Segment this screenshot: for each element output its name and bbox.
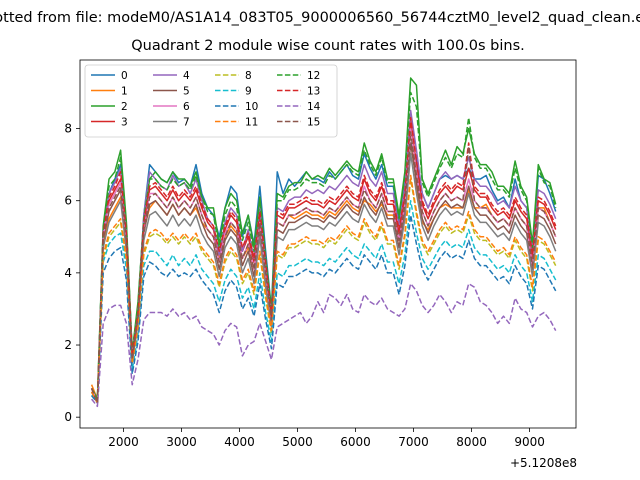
series-line-4: [90, 109, 557, 404]
x-offset-label: +5.1208e8: [510, 456, 577, 470]
axes-frame: [79, 59, 577, 429]
y-tick-label: 0: [64, 410, 72, 424]
legend-label-3: 3: [121, 117, 128, 129]
series-line-8: [90, 178, 557, 404]
x-tick-label: 2000: [108, 435, 139, 449]
series-line-14: [91, 282, 557, 408]
series-line-11: [90, 174, 557, 404]
series-line-13: [90, 116, 557, 404]
legend-label-10: 10: [245, 101, 258, 113]
series-line-5: [90, 142, 557, 404]
x-tick-label: 4000: [224, 435, 255, 449]
x-tick-label: 3000: [166, 435, 197, 449]
figure-suptitle: Plotted from file: modeM0/AS1A14_083T05_…: [0, 10, 640, 26]
chart-title: Quadrant 2 module wise count rates with …: [131, 38, 525, 54]
x-tick-label: 5000: [282, 435, 313, 449]
x-tick-label: 6000: [340, 435, 371, 449]
series-line-9: [91, 199, 557, 404]
legend-label-5: 5: [183, 86, 190, 98]
plot-area: [90, 77, 557, 408]
legend-label-4: 4: [183, 70, 190, 82]
legend-label-11: 11: [245, 117, 258, 129]
legend-label-1: 1: [121, 86, 128, 98]
series-line-15: [90, 131, 557, 404]
legend-frame: [84, 64, 338, 138]
y-tick-label: 4: [64, 266, 72, 280]
legend-label-7: 7: [183, 117, 190, 129]
series-line-3: [90, 120, 557, 404]
y-tick-label: 6: [64, 194, 72, 208]
x-tick-label: 9000: [514, 435, 545, 449]
legend-label-0: 0: [121, 70, 128, 82]
series-line-7: [90, 153, 557, 404]
legend-label-6: 6: [183, 101, 190, 113]
y-tick-label: 8: [64, 122, 72, 136]
x-tick-label: 8000: [456, 435, 487, 449]
legend-label-12: 12: [307, 70, 320, 82]
series-line-2: [90, 77, 557, 400]
legend-label-15: 15: [307, 117, 320, 129]
legend-label-9: 9: [245, 86, 252, 98]
series-line-12: [90, 91, 557, 400]
axes: 2000 3000 4000 5000 6000 7000 8000 9000 0 2 4 6 8: [64, 59, 577, 449]
legend-label-13: 13: [307, 86, 320, 98]
legend-label-14: 14: [307, 101, 321, 113]
x-tick-label: 7000: [398, 435, 429, 449]
legend-label-2: 2: [121, 101, 128, 113]
series-line-10: [91, 214, 557, 404]
series-group: [90, 77, 557, 408]
legend-label-8: 8: [245, 70, 252, 82]
y-tick-label: 2: [64, 338, 72, 352]
